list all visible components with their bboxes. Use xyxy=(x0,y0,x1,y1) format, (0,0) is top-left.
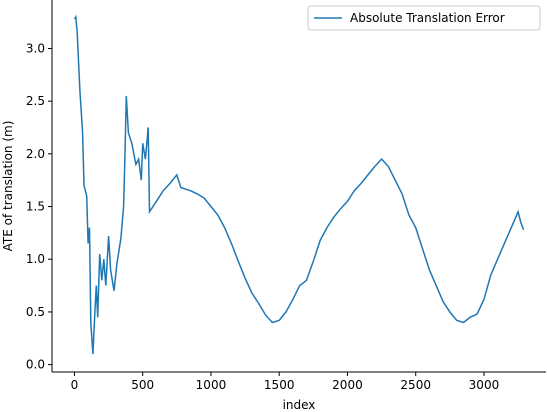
y-tick-label: 0.5 xyxy=(26,305,45,319)
x-tick-label: 1000 xyxy=(196,378,227,392)
y-tick-label: 2.5 xyxy=(26,94,45,108)
y-tick-label: 1.5 xyxy=(26,200,45,214)
y-tick-label: 0.0 xyxy=(26,358,45,372)
x-tick-label: 2000 xyxy=(332,378,363,392)
y-tick-label: 2.0 xyxy=(26,147,45,161)
data-line xyxy=(73,14,525,355)
x-tick-label: 0 xyxy=(71,378,79,392)
x-tick-label: 500 xyxy=(131,378,154,392)
y-tick-label: 1.0 xyxy=(26,252,45,266)
x-tick-label: 1500 xyxy=(264,378,295,392)
x-tick-label: 3000 xyxy=(469,378,500,392)
legend-label: Absolute Translation Error xyxy=(350,11,505,25)
legend-box xyxy=(307,5,541,31)
y-tick-label: 3.0 xyxy=(26,41,45,55)
x-axis-label: index xyxy=(283,398,316,412)
x-tick-label: 2500 xyxy=(400,378,431,392)
y-axis-label: ATE of translation (m) xyxy=(1,121,15,252)
